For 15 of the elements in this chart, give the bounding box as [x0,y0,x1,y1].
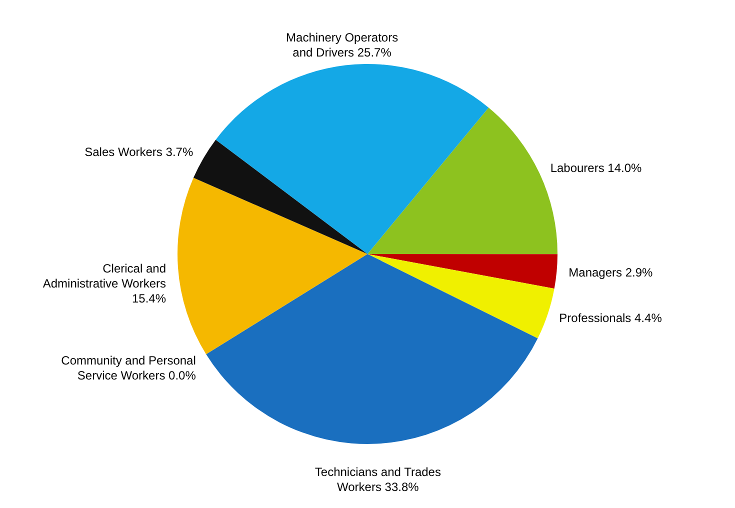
pie-slice [368,254,554,338]
pie-slice [178,178,368,354]
category-label: Community and Personal Service Workers 0.0% [61,354,196,383]
slice-label: Clerical and Administrative Workers [42,261,166,290]
slice-label: Managers 2.9% [568,266,654,280]
slice-label: Labourers 14.0% [550,161,642,176]
slice-label: Technicians and Trades Workers 33.8% [314,464,441,494]
slice-label: Professionals 4.4% [559,310,662,325]
pie-slice [216,64,489,254]
data-label: 15.4% [132,291,166,306]
slice-label: Machinery Operators and Drivers 25.7% [286,30,398,60]
pie-slice [193,140,368,254]
pie-slice [368,254,558,289]
slice-label: Sales Workers 3.7% [84,145,194,160]
pie-slice [206,254,538,444]
